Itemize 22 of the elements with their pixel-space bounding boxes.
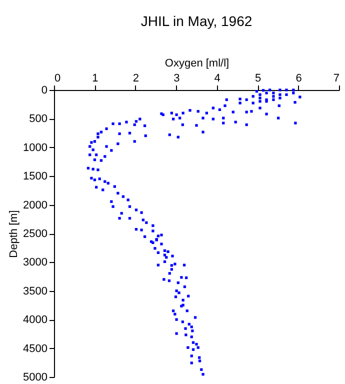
- x-tick-label: 1: [92, 72, 98, 84]
- y-tick-label: 3500: [23, 285, 48, 298]
- y-tick-label: 2000: [23, 199, 48, 212]
- y-tick-label: 3000: [23, 256, 48, 269]
- x-tick-label: 0: [54, 72, 61, 84]
- y-tick-label: 500: [29, 113, 48, 126]
- y-tick-label: 1000: [23, 142, 48, 154]
- x-tick-label: 5: [255, 72, 262, 84]
- y-tick-label: 4000: [23, 314, 48, 326]
- y-tick-label: 0: [41, 84, 48, 96]
- y-axis-title: Depth [m]: [8, 210, 20, 258]
- x-tick-label: 6: [296, 72, 302, 84]
- x-tick-label: 2: [132, 72, 139, 84]
- x-tick-label: 7: [333, 72, 340, 84]
- y-tick-label: 5000: [23, 372, 48, 384]
- chart-title: JHIL in May, 1962: [140, 13, 252, 29]
- x-axis-title: Oxygen [ml/l]: [164, 58, 230, 70]
- y-tick-label: 4500: [23, 342, 48, 355]
- y-tick-label: 1500: [23, 170, 48, 183]
- x-tick-label: 3: [174, 72, 180, 84]
- y-tick-label: 2500: [23, 228, 48, 240]
- x-tick-label: 4: [214, 72, 220, 84]
